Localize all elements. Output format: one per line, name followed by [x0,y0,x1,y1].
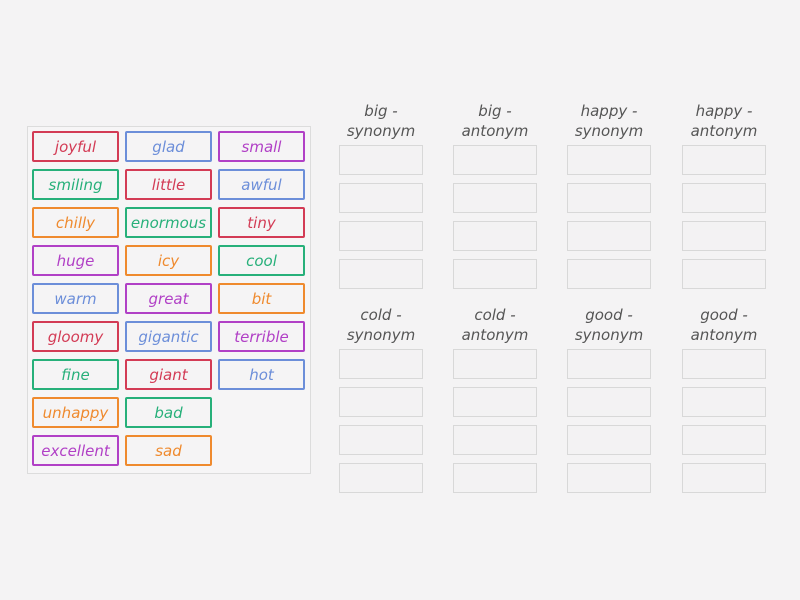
drop-slot[interactable] [453,183,537,213]
drop-slot[interactable] [682,259,766,289]
group-heading: happy - antonym [682,101,766,141]
word-card[interactable]: sad [125,435,212,466]
drop-slot[interactable] [453,349,537,379]
drop-slot[interactable] [453,259,537,289]
drop-slot[interactable] [453,463,537,493]
drop-slot[interactable] [339,259,423,289]
heading-line: cold - [360,306,402,324]
word-card[interactable]: huge [32,245,119,276]
group-heading: good - antonym [682,305,766,345]
word-card[interactable]: awful [218,169,305,200]
drop-slot[interactable] [453,221,537,251]
heading-line: synonym [346,326,416,344]
drop-slot[interactable] [682,387,766,417]
drop-slot[interactable] [339,221,423,251]
drop-slot[interactable] [567,221,651,251]
heading-line: big - [478,102,512,120]
drop-slot[interactable] [567,463,651,493]
drop-slot[interactable] [567,145,651,175]
word-card[interactable]: bad [125,397,212,428]
card-pool: joyful glad small smiling little awful chilly e… [27,126,311,474]
word-card[interactable]: icy [125,245,212,276]
heading-line: synonym [574,326,644,344]
drop-slot[interactable] [682,145,766,175]
word-card[interactable]: warm [32,283,119,314]
drop-slot[interactable] [682,425,766,455]
drop-slot[interactable] [339,183,423,213]
word-card[interactable]: joyful [32,131,119,162]
drop-slot[interactable] [567,259,651,289]
drop-slot[interactable] [567,349,651,379]
heading-line: happy - [695,102,753,120]
word-card[interactable]: gloomy [32,321,119,352]
heading-line: antonym [461,122,529,140]
group-heading: good - synonym [567,305,651,345]
word-card[interactable]: great [125,283,212,314]
drop-slot[interactable] [453,387,537,417]
word-card[interactable]: bit [218,283,305,314]
word-card[interactable]: gigantic [125,321,212,352]
drop-slot[interactable] [682,221,766,251]
heading-line: big - [364,102,398,120]
group-heading: big - synonym [339,101,423,141]
group-heading: cold - antonym [453,305,537,345]
drop-slot[interactable] [567,425,651,455]
word-card[interactable]: cool [218,245,305,276]
drop-slot[interactable] [339,425,423,455]
drop-slot[interactable] [567,183,651,213]
word-card[interactable]: excellent [32,435,119,466]
word-card[interactable]: terrible [218,321,305,352]
drop-slot[interactable] [567,387,651,417]
word-card[interactable]: chilly [32,207,119,238]
heading-line: antonym [690,326,758,344]
group-heading: cold - synonym [339,305,423,345]
heading-line: good - [585,306,633,324]
drop-slot[interactable] [453,145,537,175]
word-card[interactable]: glad [125,131,212,162]
drop-slot[interactable] [453,425,537,455]
drop-slot[interactable] [682,349,766,379]
word-card[interactable]: enormous [125,207,212,238]
word-card[interactable]: hot [218,359,305,390]
drop-slot[interactable] [339,349,423,379]
heading-line: cold - [474,306,516,324]
heading-line: synonym [574,122,644,140]
drop-slot[interactable] [339,387,423,417]
heading-line: synonym [346,122,416,140]
word-card[interactable]: fine [32,359,119,390]
word-card[interactable]: giant [125,359,212,390]
group-heading: big - antonym [453,101,537,141]
drop-slot[interactable] [339,145,423,175]
word-card[interactable]: tiny [218,207,305,238]
word-card[interactable]: unhappy [32,397,119,428]
heading-line: good - [700,306,748,324]
group-heading: happy - synonym [567,101,651,141]
word-card[interactable]: little [125,169,212,200]
word-card[interactable]: smiling [32,169,119,200]
drop-slot[interactable] [682,183,766,213]
drop-slot[interactable] [339,463,423,493]
drop-slot[interactable] [682,463,766,493]
word-card[interactable]: small [218,131,305,162]
heading-line: happy - [580,102,638,120]
heading-line: antonym [690,122,758,140]
heading-line: antonym [461,326,529,344]
